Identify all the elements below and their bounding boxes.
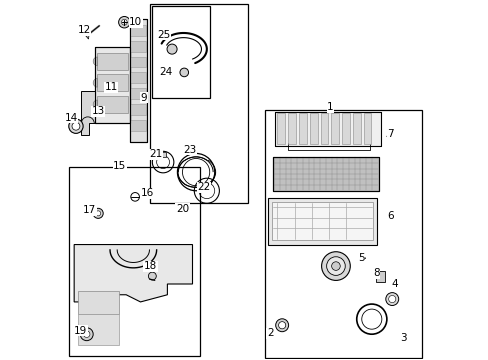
Bar [130, 41, 146, 51]
Text: 12: 12 [78, 25, 91, 35]
Text: 15: 15 [113, 161, 126, 171]
Circle shape [80, 328, 93, 341]
Bar [264, 110, 421, 357]
Bar [298, 113, 306, 144]
Bar [330, 113, 339, 144]
Circle shape [148, 272, 156, 280]
Text: 5: 5 [357, 253, 364, 263]
Bar [273, 157, 378, 191]
Bar [130, 120, 146, 131]
Bar [151, 6, 210, 98]
Text: 18: 18 [143, 261, 157, 271]
Bar [130, 57, 146, 67]
Bar [376, 271, 384, 282]
Bar [130, 25, 146, 36]
Bar [130, 88, 146, 99]
Bar [129, 19, 147, 142]
Bar [94, 47, 130, 123]
Bar [149, 4, 247, 203]
Polygon shape [74, 244, 192, 302]
Bar [277, 113, 285, 144]
Bar [78, 291, 119, 315]
Wedge shape [93, 57, 97, 66]
Text: 8: 8 [372, 268, 379, 278]
Bar [273, 157, 378, 191]
Text: 2: 2 [266, 328, 273, 338]
Circle shape [119, 17, 130, 28]
Text: 20: 20 [176, 204, 189, 214]
Bar [97, 53, 128, 70]
Polygon shape [85, 31, 89, 39]
Circle shape [83, 331, 90, 337]
Text: 6: 6 [386, 211, 393, 221]
Bar [130, 72, 146, 83]
Circle shape [180, 68, 188, 77]
Text: 24: 24 [160, 67, 173, 77]
Text: 7: 7 [386, 129, 393, 139]
Circle shape [167, 44, 177, 54]
Bar [160, 152, 166, 157]
Bar [352, 113, 360, 144]
Text: 21: 21 [149, 149, 162, 159]
Bar [363, 113, 371, 144]
Wedge shape [93, 100, 97, 109]
Circle shape [275, 319, 288, 332]
Circle shape [278, 321, 285, 329]
Bar [309, 113, 317, 144]
Text: 1: 1 [326, 102, 333, 112]
Bar [78, 315, 119, 345]
Bar [94, 47, 130, 123]
Text: 14: 14 [64, 113, 78, 123]
Circle shape [331, 262, 340, 270]
Circle shape [321, 252, 349, 280]
Text: 22: 22 [197, 182, 210, 192]
Circle shape [69, 119, 83, 134]
Text: 9: 9 [141, 93, 147, 103]
Text: 11: 11 [104, 82, 118, 93]
Text: 23: 23 [183, 144, 196, 154]
Bar [287, 113, 296, 144]
Circle shape [385, 293, 398, 306]
Circle shape [96, 211, 101, 216]
Bar [130, 104, 146, 115]
Circle shape [72, 122, 80, 130]
Bar [320, 113, 328, 144]
Bar [274, 112, 380, 146]
Text: 17: 17 [83, 206, 96, 216]
Bar [272, 202, 372, 240]
Circle shape [121, 19, 127, 25]
Text: 13: 13 [91, 106, 104, 116]
Bar [69, 167, 199, 356]
Circle shape [93, 208, 103, 219]
Text: 25: 25 [157, 30, 170, 40]
Bar [274, 112, 380, 146]
Text: 4: 4 [391, 279, 398, 289]
Text: 10: 10 [129, 17, 142, 27]
Polygon shape [81, 91, 94, 135]
Circle shape [326, 257, 345, 275]
Text: 3: 3 [399, 333, 406, 343]
Text: 16: 16 [140, 188, 153, 198]
Bar [341, 113, 349, 144]
Bar [97, 74, 128, 91]
Circle shape [388, 296, 395, 303]
Bar [267, 198, 376, 244]
Bar [129, 19, 147, 142]
Bar [97, 96, 128, 113]
Text: 19: 19 [74, 325, 87, 336]
Wedge shape [93, 78, 97, 87]
